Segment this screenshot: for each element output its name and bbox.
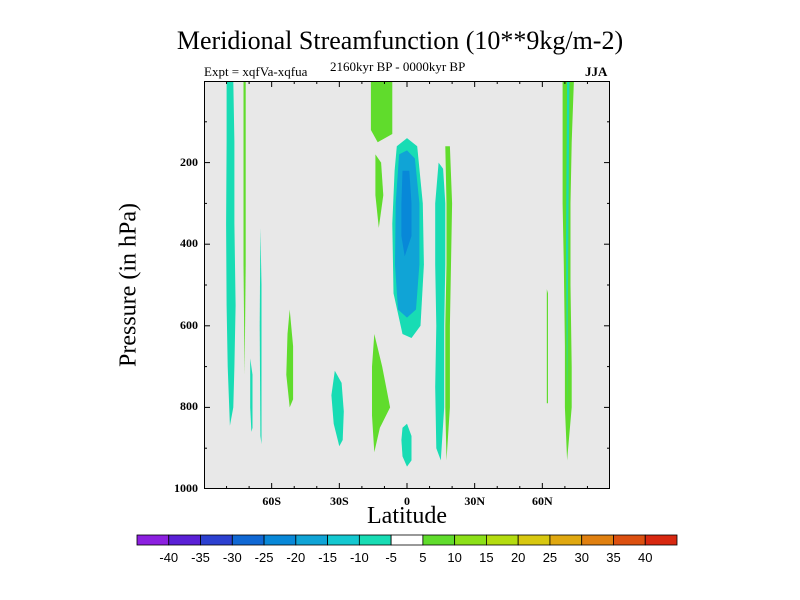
colorbar-swatch [549, 534, 583, 546]
colorbar-label: -10 [350, 550, 369, 565]
colorbar-label: 30 [574, 550, 588, 565]
colorbar-swatch [263, 534, 297, 546]
y-tick-label: 200 [180, 154, 198, 169]
contour-plot [204, 81, 610, 489]
chart-title: Meridional Streamfunction (10**9kg/m-2) [176, 26, 624, 55]
y-axis-label: Pressure (in hPa) [115, 203, 142, 367]
y-tick-label: 800 [180, 399, 198, 414]
contour-region-0 [226, 81, 236, 426]
colorbar-label: -5 [385, 550, 397, 565]
x-tick-label: 0 [404, 494, 410, 508]
y-tick-label: 1000 [174, 481, 198, 495]
colorbar-swatch [200, 534, 233, 546]
colorbar-label: -15 [318, 550, 337, 565]
colorbar: -40 -35 -30 -25 -20 -15 -10 -5 5 10 15 20 25 30 35 40 [136, 534, 678, 565]
contour-region-15 [546, 289, 548, 404]
contour-region-1 [243, 81, 246, 375]
colorbar-label: 25 [543, 550, 557, 565]
colorbar-swatch [613, 534, 646, 546]
contour-region-7 [375, 154, 384, 228]
y-tick-label: 400 [180, 236, 198, 251]
experiment-label: Expt = xqfVa-xqfua [204, 64, 308, 79]
colorbar-swatch [454, 534, 487, 546]
x-tick-label: 60S [262, 494, 281, 508]
colorbar-label: -20 [286, 550, 305, 565]
contour-region-12 [401, 423, 412, 467]
contour-region-14 [445, 146, 453, 461]
colorbar-label: -35 [191, 550, 210, 565]
colorbar-swatch [231, 534, 265, 546]
contour-region-8 [372, 334, 391, 453]
colorbar-swatch [168, 534, 201, 546]
colorbar-swatch [644, 534, 678, 546]
contour-region-6 [370, 81, 393, 143]
colorbar-swatch [486, 534, 519, 546]
contour-region-17 [566, 81, 570, 408]
period-label: 2160kyr BP - 0000kyr BP [330, 59, 466, 74]
contour-region-11 [401, 170, 412, 257]
colorbar-label: -40 [159, 550, 178, 565]
colorbar-label: 5 [419, 550, 426, 565]
colorbar-swatch [581, 534, 614, 546]
x-tick-label: 30S [329, 494, 349, 508]
x-tick-label: 30N [464, 494, 485, 508]
y-tick-label: 600 [180, 317, 198, 332]
contour-region-13 [435, 162, 446, 461]
colorbar-swatch [327, 534, 360, 546]
colorbar-swatch [517, 534, 551, 546]
colorbar-label: 40 [638, 550, 652, 565]
x-tick-label: 60N [531, 494, 553, 508]
season-label: JJA [585, 64, 608, 79]
contour-region-16 [562, 81, 574, 461]
colorbar-label: 35 [606, 550, 620, 565]
colorbar-swatch [422, 534, 456, 546]
colorbar-label: -25 [255, 550, 274, 565]
x-axis-label: Latitude [367, 503, 447, 529]
colorbar-swatch [295, 534, 328, 546]
colorbar-swatch [390, 534, 424, 546]
colorbar-label: -30 [223, 550, 242, 565]
contour-region-3 [259, 227, 262, 445]
contour-region-2 [250, 358, 253, 432]
contour-region-5 [331, 370, 344, 447]
contour-region-4 [286, 309, 294, 408]
colorbar-label: 20 [511, 550, 525, 565]
colorbar-swatch [358, 534, 392, 546]
colorbar-label: 15 [479, 550, 493, 565]
colorbar-label: 10 [447, 550, 461, 565]
colorbar-swatch [136, 534, 170, 546]
